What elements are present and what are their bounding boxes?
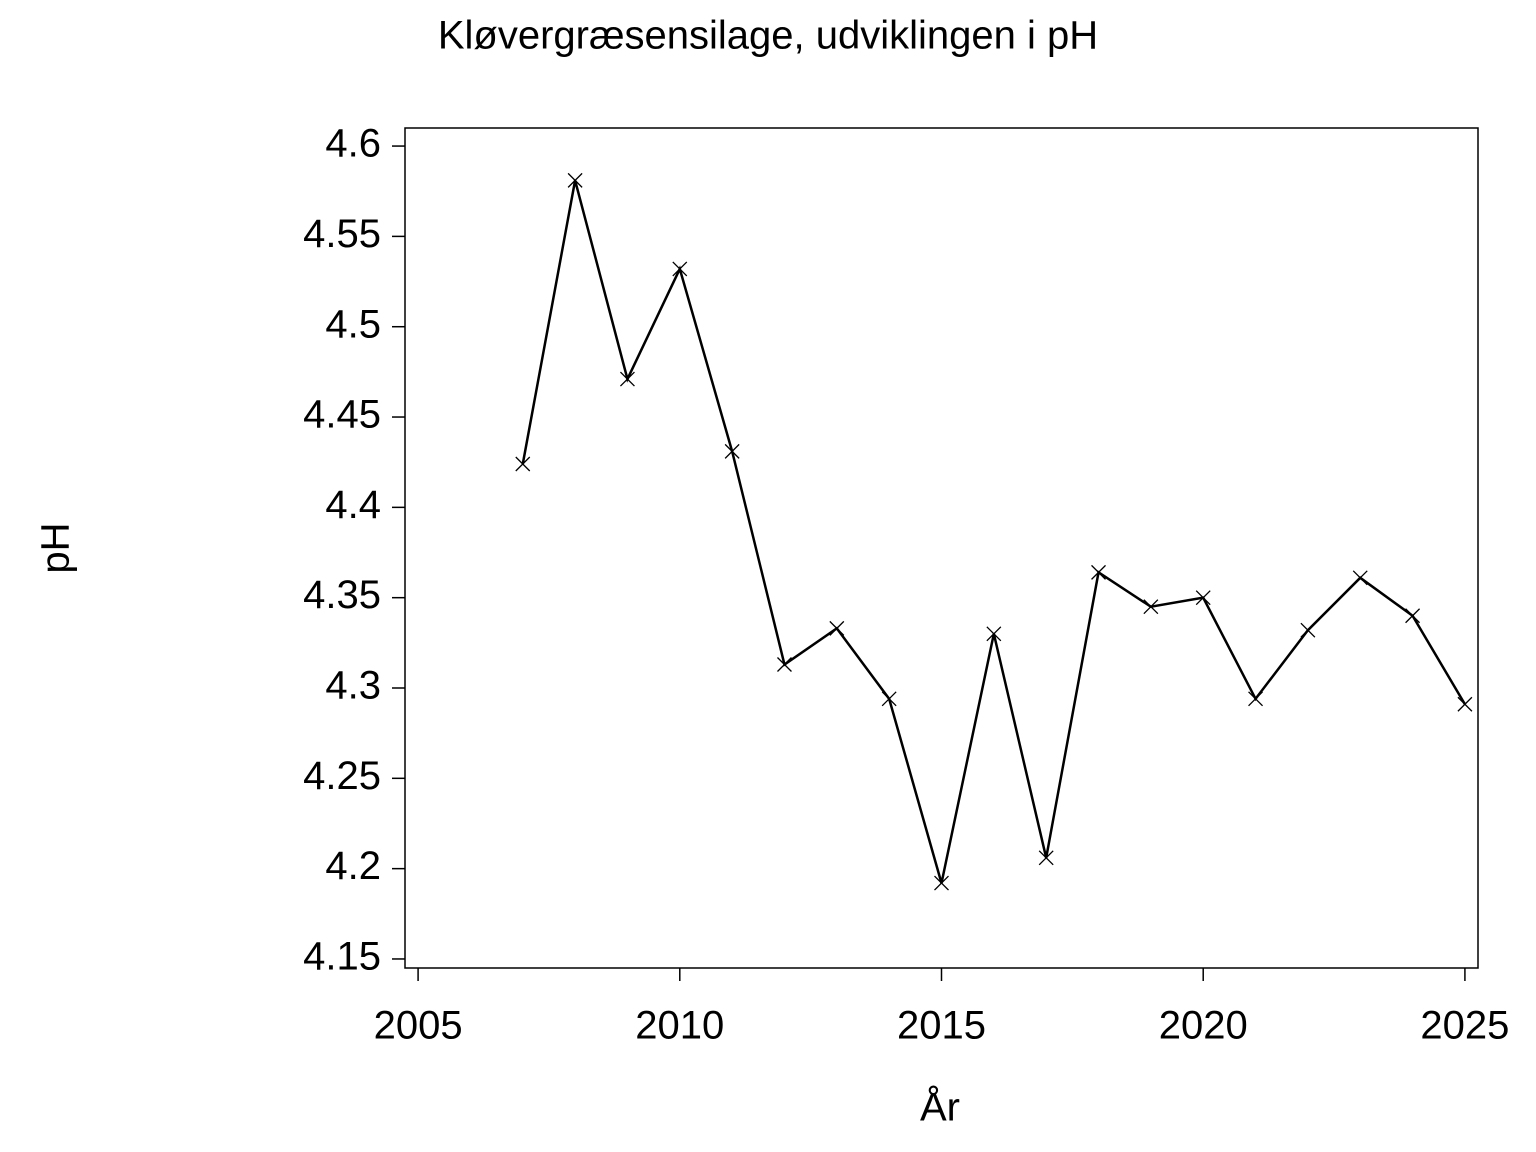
y-tick-label: 4.4 bbox=[325, 483, 381, 527]
data-marker bbox=[1195, 590, 1211, 606]
data-marker bbox=[515, 456, 531, 472]
data-marker bbox=[1300, 622, 1316, 638]
y-tick-label: 4.5 bbox=[325, 302, 381, 346]
data-marker bbox=[1352, 570, 1368, 586]
x-tick-label: 2015 bbox=[897, 1004, 986, 1048]
data-marker bbox=[1038, 850, 1054, 866]
x-tick-label: 2010 bbox=[635, 1004, 724, 1048]
x-tick-label: 2025 bbox=[1420, 1004, 1509, 1048]
y-tick-label: 4.55 bbox=[303, 212, 381, 256]
plot-frame bbox=[404, 127, 1479, 969]
data-marker bbox=[881, 691, 897, 707]
data-marker bbox=[986, 626, 1002, 642]
data-marker bbox=[829, 620, 845, 636]
data-marker bbox=[724, 443, 740, 459]
chart-title: Kløvergræsensilage, udviklingen i pH bbox=[438, 14, 1098, 58]
data-marker bbox=[934, 875, 949, 891]
data-marker bbox=[619, 371, 635, 387]
data-marker bbox=[567, 172, 583, 188]
data-marker bbox=[777, 657, 792, 672]
y-tick-label: 4.25 bbox=[303, 754, 381, 798]
y-tick-label: 4.6 bbox=[325, 122, 381, 166]
y-tick-label: 4.45 bbox=[303, 393, 381, 437]
y-tick-label: 4.15 bbox=[303, 935, 381, 979]
data-marker bbox=[1248, 691, 1264, 707]
y-tick-label: 4.2 bbox=[325, 844, 381, 888]
y-tick-label: 4.3 bbox=[325, 664, 381, 708]
x-axis-label: År bbox=[920, 1085, 960, 1130]
data-marker bbox=[1405, 608, 1421, 624]
data-marker bbox=[1091, 564, 1106, 580]
data-marker bbox=[672, 261, 688, 277]
data-marker bbox=[1143, 599, 1159, 615]
x-tick-label: 2005 bbox=[374, 1004, 463, 1048]
x-tick-label: 2020 bbox=[1159, 1004, 1248, 1048]
y-tick-label: 4.35 bbox=[303, 573, 381, 617]
data-line bbox=[521, 180, 1466, 884]
y-axis-label: pH bbox=[34, 522, 78, 573]
data-marker bbox=[1457, 696, 1473, 712]
